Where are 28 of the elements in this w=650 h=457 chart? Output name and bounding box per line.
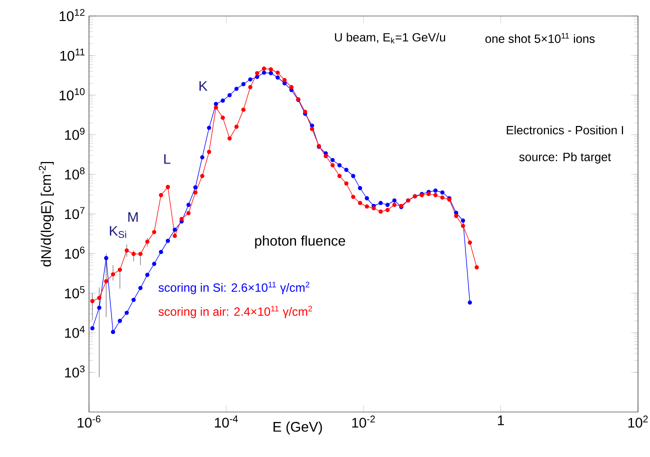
- annotation: photon fluence: [255, 235, 346, 248]
- y-tick-label: 10$^{3}$: [65, 365, 85, 378]
- text: scoring in air: 2.4×10$^{11}$ γ/cm$^{2}$: [158, 306, 312, 318]
- y-tick-label: 10$^{4}$: [65, 326, 85, 338]
- y-tick-label: 10$^{6}$: [65, 246, 85, 259]
- annotation: Electronics - Position I: [506, 126, 624, 134]
- y-tick-label: 10$^{9}$: [65, 128, 85, 140]
- y-tick-label: 10$^{5}$: [65, 286, 85, 298]
- annotation: L: [164, 154, 170, 164]
- x-axis-title: E (GeV): [274, 422, 322, 435]
- x-tick-label: 10$^{-6}$: [78, 416, 100, 428]
- x-tick-label: 10$^{2}$: [628, 416, 648, 428]
- annotation: K$_{Si}$: [110, 226, 126, 238]
- annotation: K: [199, 81, 208, 91]
- y-tick-label: 10$^{7}$: [65, 207, 84, 220]
- y-axis-title: dN/d(logE) [cm$^{-2}$]: [38, 162, 54, 266]
- annotation: M: [128, 212, 138, 222]
- y-tick-label: 10$^{12}$: [60, 8, 84, 22]
- x-tick-label: 10$^{-2}$: [352, 416, 375, 428]
- y-tick-label: 10$^{11}$: [60, 48, 84, 61]
- y-tick-label: 10$^{10}$: [60, 88, 85, 100]
- annotation: source: Pb target: [519, 152, 611, 164]
- series-label: scoring in Si: 2.6×10$^{11}$ γ/cm$^{2}$: [158, 282, 310, 294]
- x-tick-label: 10$^{-4}$: [214, 416, 238, 428]
- y-tick-label: 10$^{8}$: [65, 167, 85, 180]
- annotation: one shot 5×10$^{11}$ ions: [485, 33, 595, 43]
- annotation: U beam, E$_{k}$=1 GeV/u: [335, 32, 446, 44]
- x-tick-label: 1: [498, 416, 504, 426]
